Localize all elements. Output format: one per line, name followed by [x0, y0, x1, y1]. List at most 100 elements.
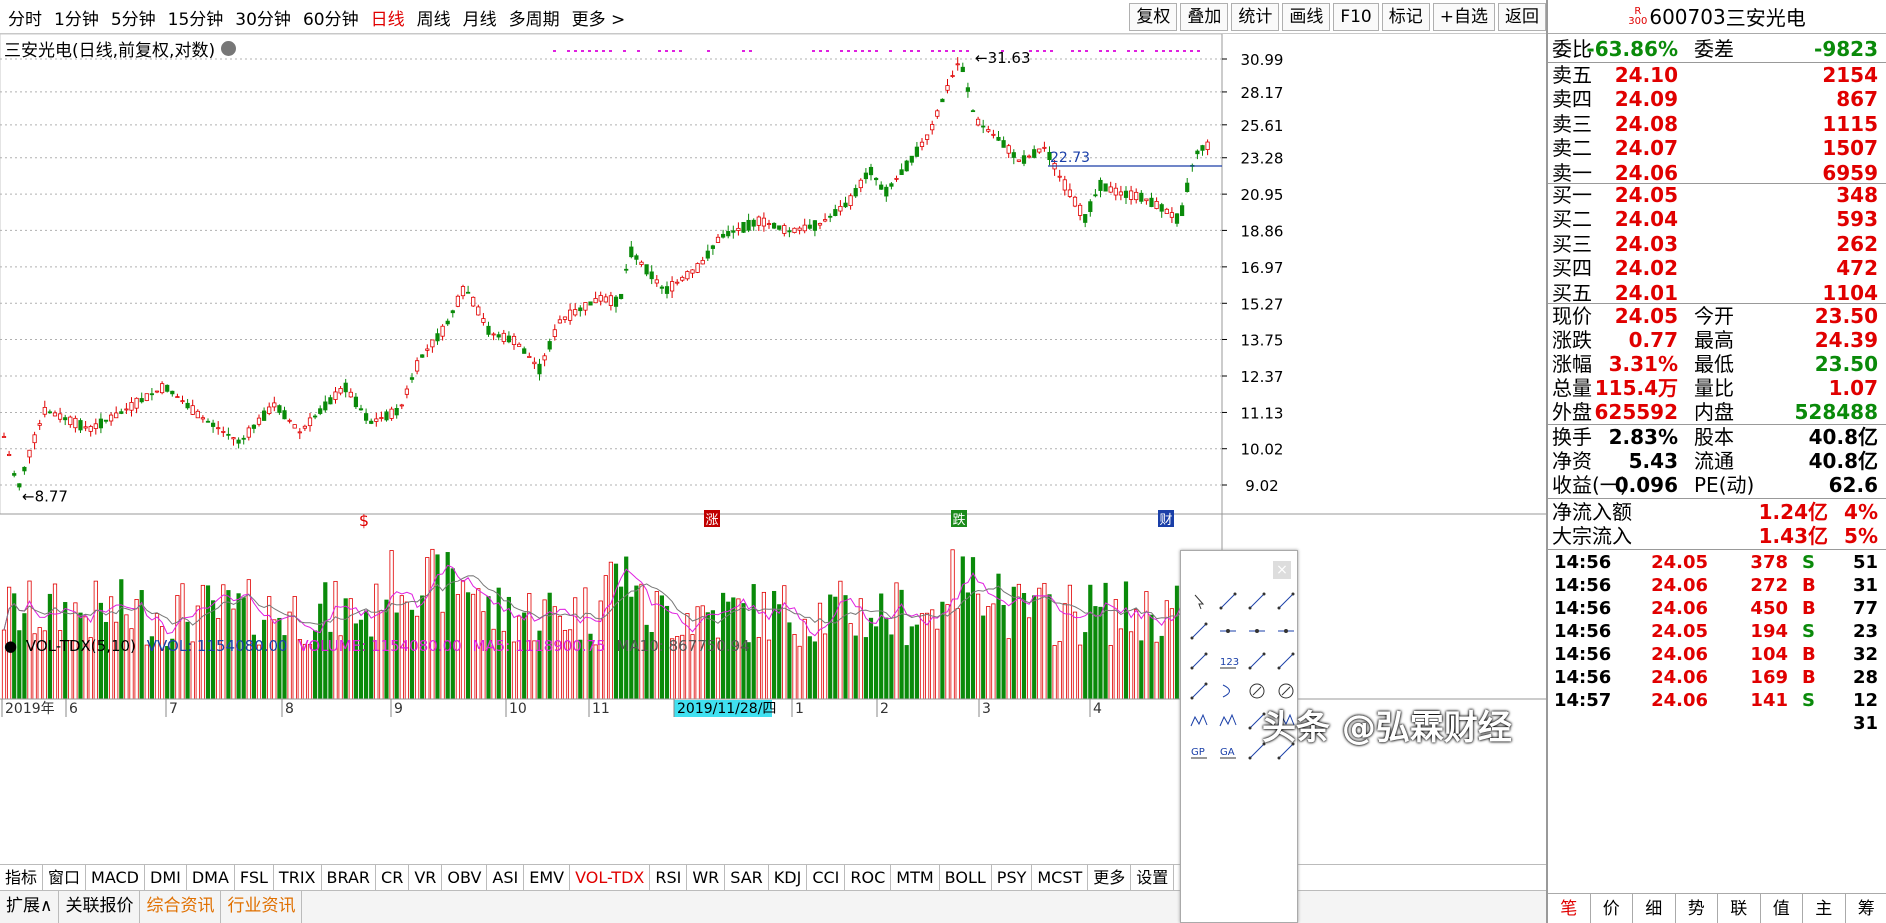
indicator-tab[interactable]: SAR [725, 865, 769, 890]
wave-icon[interactable] [1190, 713, 1208, 727]
period-tab[interactable]: 15分钟 [167, 9, 224, 30]
indicator-tab[interactable]: EMV [524, 865, 571, 890]
bottom-tab[interactable]: 关联报价 [59, 891, 141, 923]
indicator-tab[interactable]: ASI [487, 865, 525, 890]
indicator-tab[interactable]: PSY [992, 865, 1033, 890]
period-tab[interactable]: 多周期 [508, 9, 560, 30]
tool-button[interactable]: 标记 [1381, 3, 1430, 31]
bottom-tab[interactable]: 行业资讯 [221, 891, 303, 923]
event-marker[interactable]: 涨 [705, 513, 718, 528]
ray-icon[interactable] [1248, 592, 1266, 610]
ga-icon[interactable]: GA [1220, 747, 1236, 759]
tool-button[interactable]: F10 [1333, 3, 1379, 31]
fib-icon[interactable] [1190, 682, 1208, 700]
tool-button[interactable]: 复权 [1129, 3, 1178, 31]
bottom-tab[interactable]: 扩展∧ [0, 891, 60, 923]
period-tab[interactable]: 周线 [416, 9, 451, 30]
period-tab[interactable]: 5分钟 [110, 9, 156, 30]
volume-bar [970, 557, 976, 700]
period-tab[interactable]: 1分钟 [54, 9, 99, 30]
indicator-tab[interactable]: DMI [145, 865, 187, 890]
bottom-tab[interactable]: 综合资讯 [140, 891, 222, 923]
event-marker[interactable]: 跌 [952, 512, 965, 528]
stat-value: 24.05 [1614, 304, 1678, 328]
flow-value: 1.43亿 [1758, 524, 1828, 548]
indicator-tab[interactable]: CR [376, 865, 410, 890]
tool-button[interactable]: +自选 [1432, 3, 1495, 31]
indicator-tab[interactable]: 指标 [0, 865, 44, 890]
indicator-tab[interactable]: 窗口 [43, 865, 87, 890]
period-tab[interactable]: 60分钟 [302, 9, 359, 30]
vline-icon[interactable] [1190, 652, 1208, 670]
candle-body [98, 418, 103, 429]
event-marker[interactable]: 财 [1159, 513, 1172, 528]
hline-icon[interactable] [1220, 629, 1236, 633]
indicator-tab[interactable]: OBV [442, 865, 488, 890]
quote-tab[interactable]: 笔 [1548, 894, 1591, 923]
indicator-tab[interactable]: MCST [1032, 865, 1089, 890]
arrow-icon[interactable] [1277, 592, 1295, 610]
quote-tab[interactable]: 筹 [1846, 894, 1886, 923]
indicator-tab[interactable]: MACD [86, 865, 145, 890]
indicator-tab[interactable]: MTM [891, 865, 940, 890]
volume-bar [863, 637, 869, 700]
stat-label: 流通 [1694, 449, 1734, 473]
kline-chart-svg[interactable]: 30.99 28.17 25.61 23.28 20.95 18.86 16.97 15.27… [0, 34, 1546, 890]
indicator-tab[interactable]: TRIX [274, 865, 322, 890]
period-tab[interactable]: 更多 > [571, 9, 626, 30]
period-tab[interactable]: 日线 [370, 9, 405, 30]
indicator-tab[interactable]: 更多 [1088, 865, 1132, 890]
event-marker[interactable]: $ [359, 511, 369, 530]
indicator-tab[interactable]: KDJ [769, 865, 808, 890]
parallel-icon[interactable] [1277, 652, 1295, 670]
quote-tab[interactable]: 值 [1761, 894, 1803, 923]
event-marker-bg[interactable] [704, 510, 720, 527]
quote-tab[interactable]: 主 [1803, 894, 1846, 923]
period-tab[interactable]: 分时 [8, 9, 42, 30]
indicator-tab[interactable]: DMA [187, 865, 235, 890]
tool-button[interactable]: 画线 [1282, 3, 1331, 31]
seg-icon[interactable] [1190, 622, 1208, 640]
indicator-tab[interactable]: 设置 [1131, 865, 1175, 890]
tool-button[interactable]: 统计 [1231, 3, 1280, 31]
hray-icon[interactable] [1249, 629, 1265, 633]
period-tab[interactable]: 月线 [462, 9, 497, 30]
period-tab[interactable]: 30分钟 [235, 9, 291, 30]
tool-button[interactable]: 叠加 [1180, 3, 1229, 31]
event-marker-bg[interactable] [1158, 510, 1174, 527]
chart-settings-icon[interactable] [221, 41, 237, 56]
polyline-icon[interactable] [1248, 712, 1266, 730]
indicator-tab[interactable]: VOL-TDX [570, 865, 651, 890]
indicator-tab[interactable]: BOLL [940, 865, 992, 890]
quote-tab[interactable]: 势 [1676, 894, 1718, 923]
drawing-tools-svg[interactable]: 123 GP GA [1181, 591, 1299, 923]
close-icon[interactable]: × [1273, 561, 1291, 579]
channel-icon[interactable] [1248, 652, 1266, 670]
indicator-tab[interactable]: BRAR [322, 865, 377, 890]
event-marker-bg[interactable] [951, 510, 967, 527]
line-icon[interactable] [1219, 592, 1237, 610]
gp-icon[interactable]: GP [1191, 747, 1207, 759]
volume-toggle-icon[interactable]: ● [4, 637, 18, 655]
circle-icon[interactable] [1249, 683, 1265, 699]
indicator-tab[interactable]: WR [687, 865, 726, 890]
tool-button[interactable]: 返回 [1498, 3, 1546, 31]
peak-icon[interactable] [1277, 713, 1295, 727]
zig-icon[interactable] [1219, 713, 1237, 727]
quote-tab[interactable]: 细 [1633, 894, 1676, 923]
indicator-tab[interactable]: CCI [807, 865, 846, 890]
indicator-tab[interactable]: FSL [235, 865, 274, 890]
hseg-icon[interactable] [1278, 629, 1294, 633]
indicator-tab[interactable]: VR [409, 865, 443, 890]
quote-tab[interactable]: 价 [1591, 894, 1633, 923]
gann-icon[interactable] [1278, 683, 1294, 699]
arc-icon[interactable] [1222, 684, 1230, 698]
quote-tab[interactable]: 联 [1718, 894, 1761, 923]
text-icon[interactable] [1277, 742, 1295, 760]
price-icon[interactable]: 123 [1220, 657, 1239, 669]
indicator-tab[interactable]: RSI [650, 865, 688, 890]
indicator-tab[interactable]: ROC [845, 865, 892, 890]
chart-area[interactable]: 30.99 28.17 25.61 23.28 20.95 18.86 16.97 15.27… [0, 34, 1546, 890]
cursor-icon[interactable] [1194, 594, 1205, 610]
box-icon[interactable] [1248, 742, 1266, 760]
